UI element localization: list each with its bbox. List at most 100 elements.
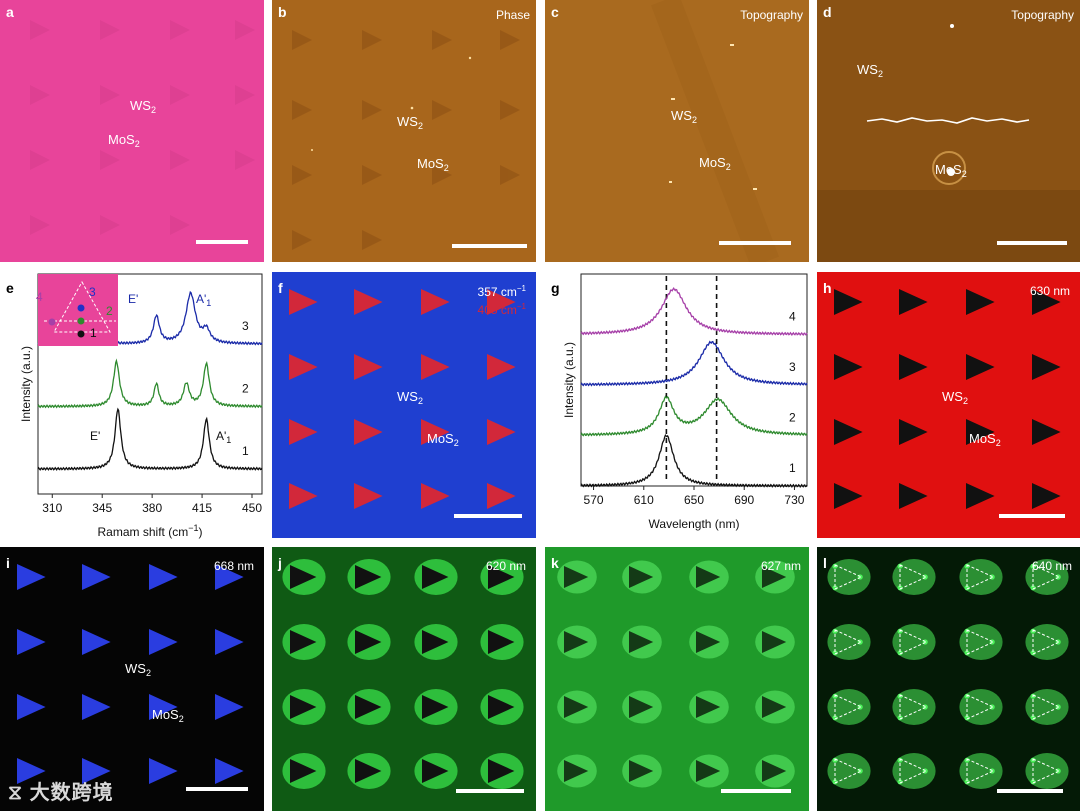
panel-l-image <box>817 547 1080 811</box>
mos2-label: MoS2 <box>417 156 449 173</box>
triangle-domain <box>899 354 928 380</box>
panel-h-image <box>817 272 1080 538</box>
triangle-domain <box>487 419 516 445</box>
triangle-domain <box>17 564 46 590</box>
panel-label: e <box>6 280 14 296</box>
glow-spot <box>892 624 936 660</box>
series-label-3: 3 <box>242 319 249 333</box>
triangle-domain <box>355 695 382 719</box>
series-line-2 <box>580 395 808 437</box>
panel-label: k <box>551 555 559 571</box>
emission-dot <box>1030 715 1036 721</box>
panel-label: j <box>278 555 282 571</box>
x-tick-label: 450 <box>242 501 262 515</box>
x-tick-label: 690 <box>734 493 754 507</box>
ws2-label: WS2 <box>942 389 968 406</box>
triangle-domain <box>149 629 178 655</box>
triangle-domain <box>488 565 515 589</box>
triangle-domain <box>422 630 449 654</box>
mos2-label: MoS2 <box>427 431 459 448</box>
panel-a: a WS2 MoS2 <box>0 0 264 262</box>
series-line-1 <box>580 433 808 488</box>
legend-357: 357 cm−1 <box>477 284 526 299</box>
watermark-logo-icon: ⧖ <box>8 782 30 804</box>
triangle-domain <box>899 419 928 445</box>
ws2-label: WS2 <box>397 114 423 131</box>
triangle-domain <box>289 354 318 380</box>
triangle-domain <box>696 566 721 588</box>
triangle-domain <box>215 694 244 720</box>
triangle-domain <box>966 419 995 445</box>
panel-i: i 668 nm WS2 MoS2 <box>0 547 264 811</box>
triangle-domain <box>149 564 178 590</box>
panel-c: c Topography WS2 MoS2 <box>545 0 809 262</box>
panel-title: 627 nm <box>760 559 801 573</box>
inset-image <box>44 280 116 338</box>
panel-label: f <box>278 280 283 296</box>
triangle-domain <box>629 696 654 718</box>
ws2-label: WS2 <box>397 389 423 406</box>
x-tick-label: 570 <box>584 493 604 507</box>
triangle-domain <box>966 289 995 315</box>
triangle-domain <box>355 630 382 654</box>
panel-title: 668 nm <box>213 559 254 573</box>
panel-a-image <box>0 0 264 262</box>
triangle-domain <box>215 564 244 590</box>
emission-dot <box>897 715 903 721</box>
series-label-2: 2 <box>789 410 796 424</box>
scale-bar <box>721 789 791 793</box>
x-tick-label: 610 <box>634 493 654 507</box>
panel-title: 620 nm <box>485 559 526 573</box>
triangle-domain <box>488 695 515 719</box>
glow-spot <box>892 753 936 789</box>
glow-spot <box>827 753 871 789</box>
triangle-domain <box>899 289 928 315</box>
triangle-domain <box>1032 289 1061 315</box>
inset-label-1: 1 <box>90 326 97 340</box>
mos2-label: MoS2 <box>935 162 967 179</box>
triangle-domain <box>82 758 111 784</box>
series-label-2: 2 <box>242 382 249 396</box>
x-tick-label: 345 <box>92 501 112 515</box>
scale-bar <box>196 240 248 244</box>
glow-spot <box>827 689 871 725</box>
triangle-domain <box>354 483 383 509</box>
triangle-domain <box>487 289 516 315</box>
emission-dot <box>964 715 970 721</box>
emission-dot <box>832 715 838 721</box>
triangle-domain <box>421 289 450 315</box>
emission-dot <box>1030 650 1036 656</box>
series-label-1: 1 <box>242 444 249 458</box>
triangle-domain <box>149 694 178 720</box>
triangle-domain <box>290 565 317 589</box>
panel-e: 310 345 380 415 450 Ramam shift (cm−1) Intensi… <box>0 272 270 544</box>
emission-dot <box>897 585 903 591</box>
mos2-label: MoS2 <box>699 155 731 172</box>
emission-dot <box>897 779 903 785</box>
series-label-1: 1 <box>789 461 796 475</box>
annotation-e-prime-bottom: E' <box>90 429 101 443</box>
glow-spot <box>827 559 871 595</box>
panel-label: l <box>823 555 827 571</box>
triangle-domain <box>899 483 928 509</box>
triangle-domain <box>762 760 787 782</box>
panel-c-image <box>545 0 809 262</box>
panel-b-image <box>272 0 536 262</box>
panel-title: Topography <box>1011 8 1074 22</box>
x-tick-label: 730 <box>784 493 804 507</box>
triangle-domain <box>696 696 721 718</box>
panel-label: c <box>551 4 559 20</box>
emission-dot <box>964 585 970 591</box>
triangle-domain <box>488 759 515 783</box>
scale-bar <box>456 789 524 793</box>
x-axis-label: Ramam shift (cm−1) <box>98 523 203 539</box>
plot-frame <box>580 273 808 487</box>
triangle-domain <box>762 696 787 718</box>
triangle-domain <box>696 631 721 653</box>
annotation-a1-bottom: A'1 <box>216 429 232 445</box>
triangle-domain <box>421 419 450 445</box>
triangle-domain <box>355 759 382 783</box>
triangle-domain <box>564 566 589 588</box>
triangle-domain <box>355 565 382 589</box>
scale-bar <box>186 787 248 791</box>
